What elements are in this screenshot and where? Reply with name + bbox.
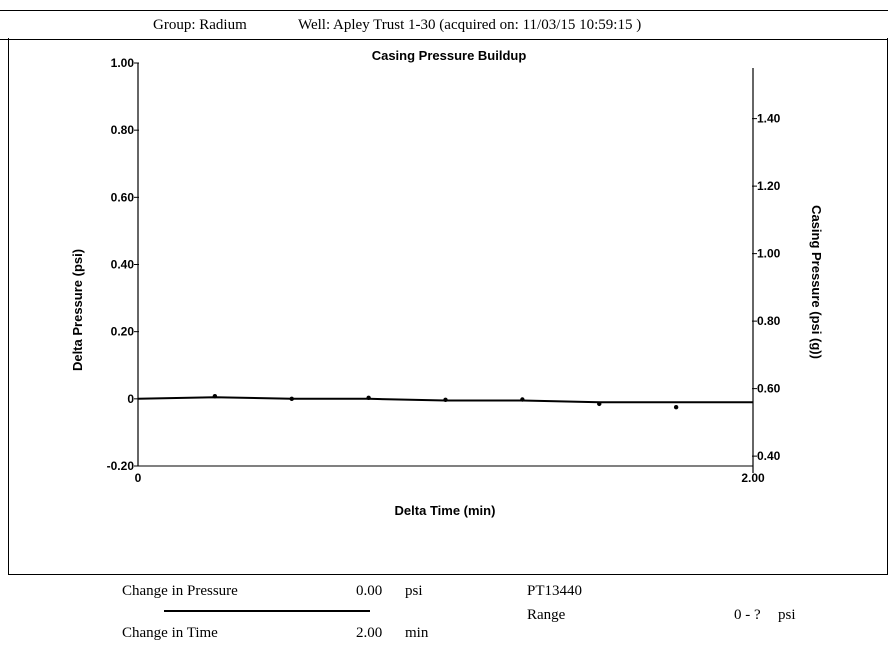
y-tick-label: 0.40 xyxy=(111,258,135,272)
x-tick-label: 0 xyxy=(135,471,142,485)
change-pressure-value: 0.00 xyxy=(356,583,383,599)
chart-header: Group: Radium Well: Apley Trust 1-30 (ac… xyxy=(0,10,888,40)
change-time-unit: min xyxy=(405,625,429,641)
x-tick-label: 2.00 xyxy=(741,471,765,485)
well-label: Well: Apley Trust 1-30 (acquired on: 11/… xyxy=(298,17,642,33)
chart-frame: Casing Pressure Buildup Delta Time (min)… xyxy=(8,38,888,575)
change-time-label: Change in Time xyxy=(122,625,218,641)
data-point xyxy=(366,395,371,401)
y-tick-label: 0.60 xyxy=(111,190,135,204)
chart-title: Casing Pressure Buildup xyxy=(372,48,527,63)
y2-tick-label: 1.20 xyxy=(757,179,781,193)
y2-tick-label: 0.40 xyxy=(757,449,781,463)
y2-tick-label: 0.80 xyxy=(757,314,781,328)
x-axis-title: Delta Time (min) xyxy=(395,503,496,518)
y2-tick-label: 1.00 xyxy=(757,247,781,261)
range-value: 0 - ? xyxy=(734,607,761,623)
y-tick-label: 0.20 xyxy=(111,325,135,339)
change-time-value: 2.00 xyxy=(356,625,383,641)
y2-axis-title: Casing Pressure (psi (g)) xyxy=(809,205,824,359)
chart-series xyxy=(137,393,753,410)
y2-tick-label: 0.60 xyxy=(757,382,781,396)
chart-axes: 1.000.800.600.400.200-0.201.401.201.000.… xyxy=(107,56,781,485)
change-pressure-unit: psi xyxy=(405,583,423,599)
y2-tick-label: 1.40 xyxy=(757,112,781,126)
y-tick-label: 0 xyxy=(127,392,134,406)
data-point xyxy=(597,401,602,407)
footer-panel: Change in Pressure 0.00 psi Change in Ti… xyxy=(0,575,888,653)
y-tick-label: 1.00 xyxy=(111,56,135,70)
data-point xyxy=(212,393,218,399)
y-tick-label: -0.20 xyxy=(107,459,135,473)
data-point xyxy=(289,396,294,402)
pressure-chart: Casing Pressure Buildup Delta Time (min)… xyxy=(70,48,824,518)
data-point xyxy=(443,397,448,403)
divider-rule xyxy=(164,610,370,612)
range-unit: psi xyxy=(778,607,796,623)
range-label: Range xyxy=(527,607,566,623)
data-point xyxy=(520,397,525,402)
sensor-id: PT13440 xyxy=(527,583,583,599)
change-pressure-label: Change in Pressure xyxy=(122,583,238,599)
group-label: Group: Radium xyxy=(153,17,247,33)
y-axis-title: Delta Pressure (psi) xyxy=(70,249,85,371)
y-tick-label: 0.80 xyxy=(111,123,135,137)
data-point xyxy=(673,405,679,410)
